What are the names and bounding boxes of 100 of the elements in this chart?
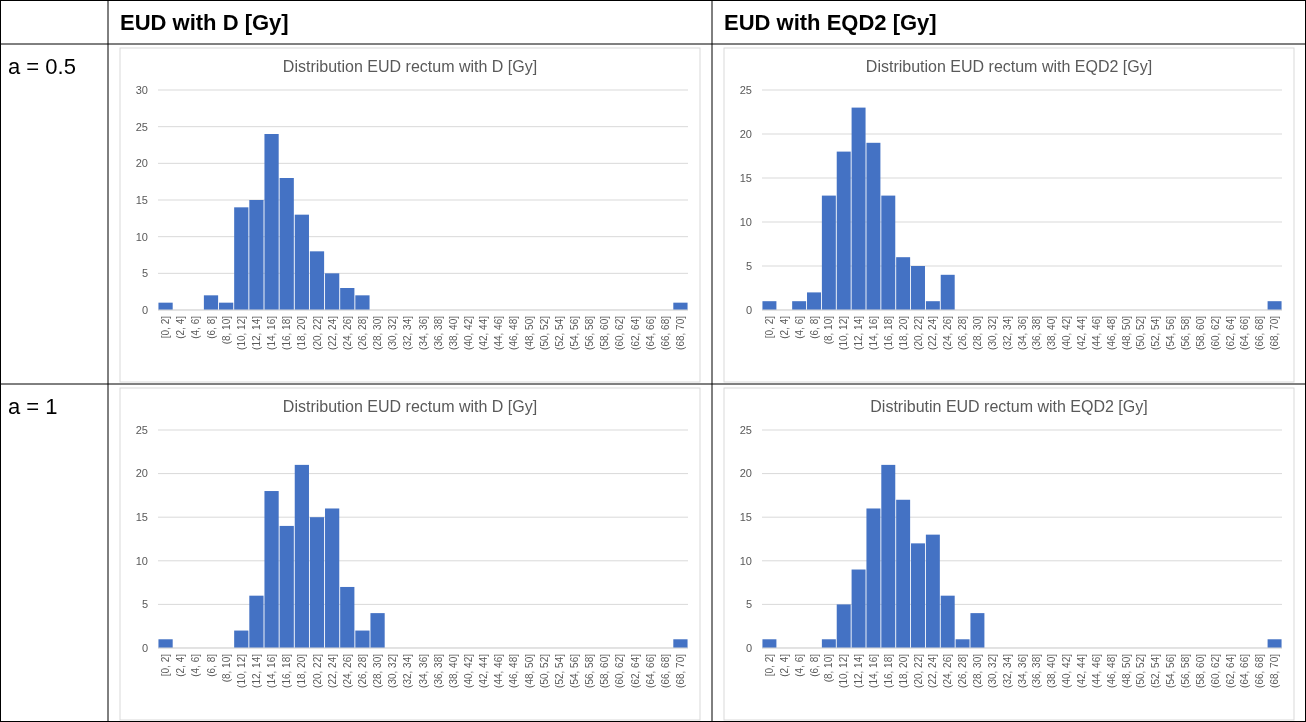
- x-tick-label: (68, 70]: [1269, 653, 1281, 688]
- x-tick-label: (28, 30]: [372, 653, 384, 688]
- x-tick-label: (32, 34]: [402, 315, 414, 350]
- x-tick-label: (46, 48]: [1105, 315, 1117, 350]
- y-tick-label: 25: [135, 423, 148, 436]
- x-tick-label: (18, 20]: [897, 315, 909, 350]
- x-tick-label: (12, 14]: [853, 315, 865, 350]
- x-tick-label: (18, 20]: [296, 653, 308, 688]
- x-tick-label: (24, 26]: [942, 315, 954, 350]
- x-tick-label: (42, 44]: [1075, 315, 1087, 350]
- y-tick-label: 5: [141, 267, 148, 280]
- x-tick-label: (50, 52]: [538, 653, 550, 688]
- y-tick-label: 10: [739, 554, 752, 567]
- x-tick-label: (22, 24]: [927, 653, 939, 688]
- x-tick-label: (14, 16]: [266, 315, 278, 350]
- x-tick-label: (42, 44]: [478, 653, 490, 688]
- x-tick-label: (40, 42]: [1061, 653, 1073, 688]
- y-tick-label: 10: [135, 554, 148, 567]
- text: EUD with D [Gy]: [120, 10, 289, 35]
- x-tick-label: (8, 10]: [220, 653, 232, 683]
- x-tick-label: (44, 46]: [493, 315, 505, 350]
- x-tick-label: (12, 14]: [853, 653, 865, 688]
- x-tick-label: (56, 58]: [1179, 315, 1191, 350]
- x-tick-label: (16, 18]: [882, 315, 894, 350]
- x-tick-label: (22, 24]: [326, 315, 338, 350]
- x-tick-label: (32, 34]: [1001, 315, 1013, 350]
- text: a = 1: [8, 394, 58, 419]
- x-tick-label: (58, 60]: [1194, 315, 1206, 350]
- y-tick-label: 10: [739, 215, 752, 228]
- chart-title: Distribution EUD rectum with D [Gy]: [282, 398, 538, 415]
- x-tick-label: (28, 30]: [971, 315, 983, 350]
- x-tick-label: [0, 2]: [763, 653, 775, 677]
- x-tick-label: (36, 38]: [432, 653, 444, 688]
- x-tick-label: (48, 50]: [523, 653, 535, 688]
- x-tick-label: (58, 60]: [599, 315, 611, 350]
- x-tick-label: (4, 6]: [190, 315, 202, 339]
- x-tick-label: (44, 46]: [1090, 653, 1102, 688]
- y-tick-label: 15: [739, 171, 752, 184]
- x-tick-label: (14, 16]: [867, 653, 879, 688]
- x-tick-label: (24, 26]: [942, 653, 954, 688]
- x-tick-label: (20, 22]: [912, 653, 924, 688]
- x-tick-label: (46, 48]: [1105, 653, 1117, 688]
- x-tick-label: (26, 28]: [957, 653, 969, 688]
- x-tick-label: (66, 68]: [659, 653, 671, 688]
- x-tick-label: (60, 62]: [1209, 315, 1221, 350]
- x-tick-label: (6, 8]: [205, 653, 217, 677]
- x-tick-label: (58, 60]: [599, 653, 611, 688]
- x-tick-label: (68, 70]: [674, 653, 686, 688]
- y-tick-label: 30: [135, 83, 148, 96]
- x-tick-label: (62, 64]: [1224, 653, 1236, 688]
- x-tick-label: (48, 50]: [1120, 653, 1132, 688]
- x-tick-label: (68, 70]: [1269, 315, 1281, 350]
- x-tick-label: (30, 32]: [387, 315, 399, 350]
- x-tick-label: (26, 28]: [356, 315, 368, 350]
- x-tick-label: (42, 44]: [478, 315, 490, 350]
- x-tick-label: (50, 52]: [538, 315, 550, 350]
- x-tick-label: [0, 2]: [160, 653, 172, 677]
- bar: [762, 301, 777, 310]
- x-tick-label: (32, 34]: [1001, 653, 1013, 688]
- x-tick-label: (60, 62]: [614, 315, 626, 350]
- x-tick-label: (10, 12]: [838, 653, 850, 688]
- x-tick-label: (54, 56]: [568, 653, 580, 688]
- bar: [1267, 639, 1282, 648]
- x-tick-label: (12, 14]: [250, 315, 262, 350]
- x-tick-label: (34, 36]: [1016, 653, 1028, 688]
- x-tick-label: (40, 42]: [1061, 315, 1073, 350]
- x-tick-label: (64, 66]: [1239, 653, 1251, 688]
- x-tick-label: (56, 58]: [584, 653, 596, 688]
- x-tick-label: (26, 28]: [957, 315, 969, 350]
- y-tick-label: 5: [745, 259, 752, 272]
- x-tick-label: (40, 42]: [462, 315, 474, 350]
- x-tick-label: (8, 10]: [220, 315, 232, 345]
- y-tick-label: 10: [135, 230, 148, 243]
- x-tick-label: (18, 20]: [296, 315, 308, 350]
- x-tick-label: (32, 34]: [402, 653, 414, 688]
- x-tick-label: (4, 6]: [190, 653, 202, 677]
- x-tick-label: (34, 36]: [1016, 315, 1028, 350]
- bar: [158, 639, 173, 648]
- y-tick-label: 0: [745, 641, 752, 654]
- x-tick-label: (54, 56]: [1165, 653, 1177, 688]
- x-tick-label: (28, 30]: [372, 315, 384, 350]
- text: EUD with EQD2 [Gy]: [724, 10, 937, 35]
- chart-title: Distributin EUD rectum with EQD2 [Gy]: [870, 398, 1148, 415]
- x-tick-label: (22, 24]: [326, 653, 338, 688]
- x-tick-label: (38, 40]: [1046, 315, 1058, 350]
- x-tick-label: (36, 38]: [1031, 653, 1043, 688]
- x-tick-label: (54, 56]: [1165, 315, 1177, 350]
- y-tick-label: 25: [739, 423, 752, 436]
- x-tick-label: (8, 10]: [823, 653, 835, 683]
- x-tick-label: (6, 8]: [808, 653, 820, 677]
- y-tick-label: 0: [141, 641, 148, 654]
- x-tick-label: [0, 2]: [763, 315, 775, 339]
- x-tick-label: (10, 12]: [235, 653, 247, 688]
- x-tick-label: (8, 10]: [823, 315, 835, 345]
- y-tick-label: 20: [135, 157, 148, 170]
- x-tick-label: (34, 36]: [417, 315, 429, 350]
- x-tick-label: (60, 62]: [1209, 653, 1221, 688]
- x-tick-label: (20, 22]: [311, 315, 323, 350]
- x-tick-label: (16, 18]: [281, 315, 293, 350]
- x-tick-label: (48, 50]: [523, 315, 535, 350]
